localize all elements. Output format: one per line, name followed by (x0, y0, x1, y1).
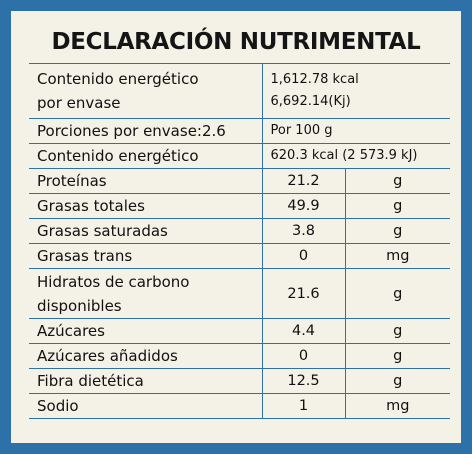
label-title: DECLARACIÓN NUTRIMENTAL (51, 29, 421, 55)
nutrient-amount: 0 (261, 243, 345, 269)
nutrient-unit: g (344, 318, 450, 344)
nutrient-amount: 21.6 (261, 268, 345, 319)
table-row: Proteínas 21.2 g (29, 168, 450, 194)
nutrient-name: Azúcares añadidos (29, 343, 262, 369)
nutrient-name-line1: Hidratos de carbono (37, 272, 190, 291)
nutrient-name: Grasas saturadas (29, 218, 262, 244)
energy-pack-kcal: 1,612.78 kcal (270, 72, 359, 87)
table-row: Azúcares 4.4 g (29, 318, 450, 344)
nutrient-amount: 3.8 (261, 218, 345, 244)
energy-pack-kj: 6,692.14(Kj) (270, 94, 351, 109)
nutrient-name-line2: disponibles (37, 296, 122, 315)
nutrient-name: Grasas totales (29, 193, 262, 219)
nutrient-name: Proteínas (29, 168, 262, 194)
nutrient-name: Hidratos de carbono disponibles (29, 268, 262, 319)
nutrition-table: Contenido energético por envase 1,612.78… (29, 63, 450, 419)
table-row: Contenido energético 620.3 kcal (2 573.9… (29, 143, 450, 169)
nutrient-unit: g (344, 368, 450, 394)
nutrient-unit: g (344, 343, 450, 369)
portions-label: Porciones por envase:2.6 (29, 118, 262, 144)
table-row: Sodio 1 mg (29, 393, 450, 419)
nutrient-unit: mg (344, 243, 450, 269)
nutrient-unit: g (344, 268, 450, 319)
nutrient-amount: 4.4 (261, 318, 345, 344)
table-row: Azúcares añadidos 0 g (29, 343, 450, 369)
table-row: Grasas totales 49.9 g (29, 193, 450, 219)
nutrient-unit: g (344, 218, 450, 244)
nutrient-unit: g (344, 193, 450, 219)
nutrient-name: Azúcares (29, 318, 262, 344)
energy-100-value: 620.3 kcal (2 573.9 kJ) (261, 143, 450, 169)
portions-value: Por 100 g (261, 118, 450, 144)
table-row: Porciones por envase:2.6 Por 100 g (29, 118, 450, 144)
nutrient-amount: 12.5 (261, 368, 345, 394)
table-row: Fibra dietética 12.5 g (29, 368, 450, 394)
energy-pack-label-line1: Contenido energético (37, 70, 199, 88)
nutrient-amount: 1 (261, 393, 345, 419)
table-row: Grasas trans 0 mg (29, 243, 450, 269)
nutrient-name: Sodio (29, 393, 262, 419)
energy-pack-label: Contenido energético por envase (29, 63, 262, 119)
table-row: Grasas saturadas 3.8 g (29, 218, 450, 244)
nutrient-amount: 21.2 (261, 168, 345, 194)
nutrient-name: Fibra dietética (29, 368, 262, 394)
nutrient-unit: mg (344, 393, 450, 419)
nutrient-name: Grasas trans (29, 243, 262, 269)
nutrient-unit: g (344, 168, 450, 194)
energy-pack-value: 1,612.78 kcal 6,692.14(Kj) (261, 63, 450, 119)
nutrient-amount: 49.9 (261, 193, 345, 219)
table-row: Hidratos de carbono disponibles 21.6 g (29, 268, 450, 319)
energy-100-label: Contenido energético (29, 143, 262, 169)
energy-pack-label-line2: por envase (37, 94, 121, 112)
nutrient-amount: 0 (261, 343, 345, 369)
table-row: Contenido energético por envase 1,612.78… (29, 63, 450, 119)
